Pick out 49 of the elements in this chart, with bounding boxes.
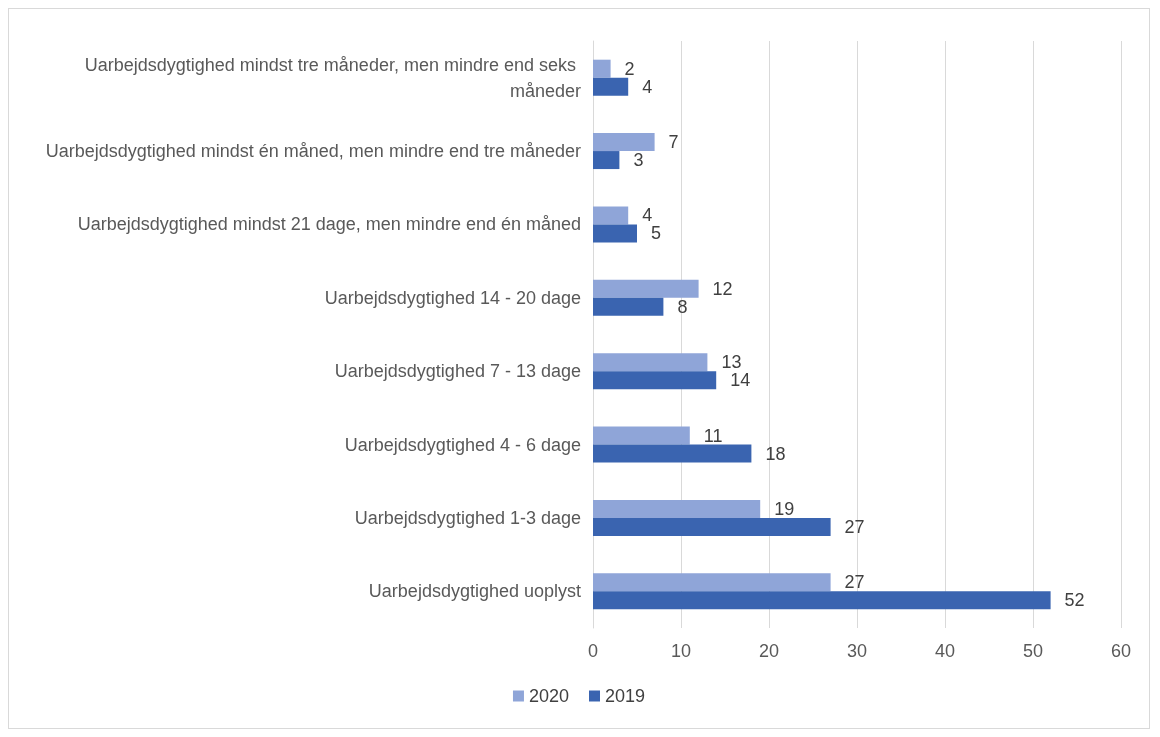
bar: [593, 151, 620, 170]
data-label: 19: [774, 498, 795, 519]
y-tick-label: Uarbejdsdygtighed 7 - 13 dage: [334, 361, 581, 382]
data-label: 3: [633, 150, 644, 171]
bar: [593, 297, 664, 316]
bar: [593, 499, 761, 518]
bar: [593, 279, 699, 298]
bar: [593, 77, 629, 96]
data-label: 11: [703, 425, 723, 446]
y-tick-label: Uarbejdsdygtighed uoplyst: [368, 581, 581, 602]
bar: [593, 591, 1051, 610]
legend-label: 2020: [528, 686, 569, 706]
bar: [593, 353, 708, 372]
x-tick-label: 20: [758, 641, 780, 661]
x-tick-label: 60: [1110, 641, 1132, 661]
bar: [593, 444, 752, 463]
data-label: 12: [712, 278, 733, 299]
bar: [593, 426, 690, 445]
data-label: 2: [624, 58, 635, 79]
y-tick-label: Uarbejdsdygtighed 14 - 20 dage: [324, 287, 581, 308]
data-label: 13: [721, 352, 742, 373]
data-label: 4: [642, 76, 653, 97]
bar: [593, 206, 629, 225]
x-tick-label: 10: [670, 641, 692, 661]
data-label: 18: [765, 443, 786, 464]
x-tick-label: 50: [1022, 641, 1044, 661]
y-tick-label: Uarbejdsdygtighed 4 - 6 dage: [344, 434, 581, 455]
bar: [593, 59, 611, 78]
data-label: 7: [668, 132, 679, 153]
data-label: 27: [844, 572, 865, 593]
x-tick-label: 0: [587, 641, 599, 661]
data-label: 5: [651, 223, 662, 244]
x-tick-label: 40: [934, 641, 956, 661]
data-label: 27: [844, 516, 865, 537]
bar: [593, 573, 831, 592]
data-label: 4: [642, 205, 653, 226]
bar: [593, 133, 655, 152]
bar: [593, 224, 637, 243]
data-label: 8: [677, 296, 688, 317]
y-tick-label: Uarbejdsdygtighed mindst 21 dage, men mindre end én måned: [77, 214, 581, 235]
data-label: 14: [730, 370, 751, 391]
bar: [593, 371, 717, 390]
y-tick-label: Uarbejdsdygtighed mindst én måned, men mindre end tre måneder: [45, 141, 581, 162]
bar: [593, 517, 831, 536]
legend-label: 2019: [605, 686, 646, 706]
data-label: 52: [1064, 590, 1085, 611]
y-tick-label: Uarbejdsdygtighed mindst tre måneder, men mindre end seks måneder: [84, 54, 581, 101]
y-tick-label: Uarbejdsdygtighed 1-3 dage: [354, 507, 581, 528]
x-tick-label: 30: [846, 641, 868, 661]
